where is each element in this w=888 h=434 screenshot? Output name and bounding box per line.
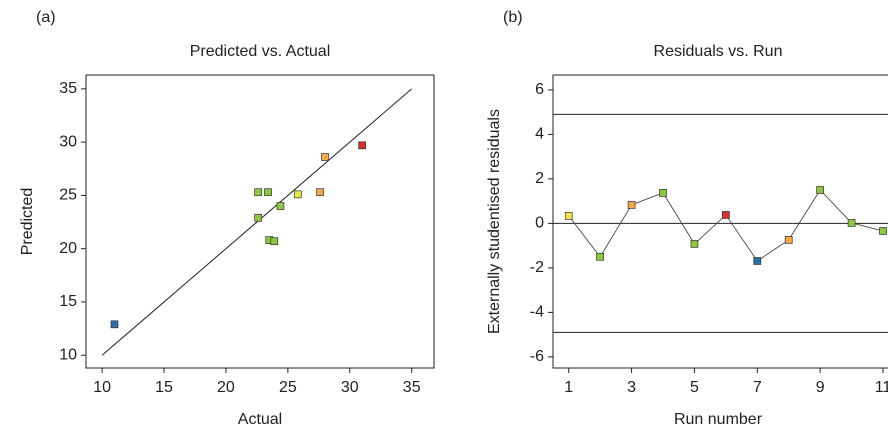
point bbox=[816, 186, 824, 194]
y-tick-label: 2 bbox=[535, 170, 544, 187]
connector-line bbox=[568, 189, 884, 262]
y-axis-label: Predicted bbox=[19, 188, 36, 256]
y-tick-label: 0 bbox=[535, 215, 544, 232]
y-axis-label: Externally studentised residuals bbox=[486, 109, 503, 334]
point bbox=[264, 188, 272, 197]
point bbox=[270, 237, 279, 246]
point bbox=[293, 190, 302, 199]
x-tick-label: 20 bbox=[217, 379, 235, 396]
x-tick-label: 35 bbox=[403, 379, 421, 396]
point bbox=[321, 153, 329, 161]
point bbox=[722, 211, 730, 219]
point bbox=[847, 219, 856, 227]
panel-label: (a) bbox=[36, 9, 56, 26]
point bbox=[627, 201, 636, 209]
y-tick-label: -6 bbox=[530, 348, 544, 365]
x-tick-label: 11 bbox=[875, 379, 888, 396]
plot-frame bbox=[552, 74, 888, 369]
point bbox=[596, 252, 604, 261]
y-tick-label: 10 bbox=[59, 346, 77, 363]
x-tick-label: 25 bbox=[279, 379, 297, 396]
y-tick-label: -2 bbox=[530, 259, 544, 276]
chart-title: Predicted vs. Actual bbox=[190, 43, 331, 60]
x-tick-label: 3 bbox=[627, 379, 636, 396]
point bbox=[753, 257, 762, 265]
point bbox=[690, 240, 699, 248]
y-tick-label: 6 bbox=[535, 81, 544, 98]
fit-line bbox=[101, 88, 413, 356]
x-tick-label: 30 bbox=[341, 379, 359, 396]
point bbox=[879, 227, 887, 235]
point bbox=[358, 141, 367, 150]
y-tick-label: 20 bbox=[59, 240, 77, 257]
point bbox=[110, 320, 119, 329]
point bbox=[254, 188, 262, 197]
x-axis-label: Run number bbox=[674, 411, 763, 428]
x-tick-label: 9 bbox=[816, 379, 825, 396]
point bbox=[659, 189, 667, 197]
panel-label: (b) bbox=[503, 9, 523, 26]
y-tick-label: 25 bbox=[59, 187, 77, 204]
point bbox=[276, 202, 285, 210]
x-tick-label: 10 bbox=[93, 379, 111, 396]
x-axis-label: Actual bbox=[238, 411, 282, 428]
x-tick-label: 1 bbox=[564, 379, 573, 396]
chart-title: Residuals vs. Run bbox=[654, 43, 783, 60]
y-tick-label: 30 bbox=[59, 133, 77, 150]
y-tick-label: 15 bbox=[59, 293, 77, 310]
x-tick-label: 5 bbox=[690, 379, 699, 396]
point bbox=[784, 236, 793, 244]
plot-frame bbox=[85, 74, 435, 369]
point bbox=[254, 213, 262, 222]
y-tick-label: 4 bbox=[535, 126, 544, 143]
point bbox=[564, 211, 573, 220]
y-tick-label: -4 bbox=[530, 304, 544, 321]
point bbox=[316, 188, 324, 197]
x-tick-label: 15 bbox=[155, 379, 173, 396]
x-tick-label: 7 bbox=[753, 379, 762, 396]
y-tick-label: 35 bbox=[59, 80, 77, 97]
